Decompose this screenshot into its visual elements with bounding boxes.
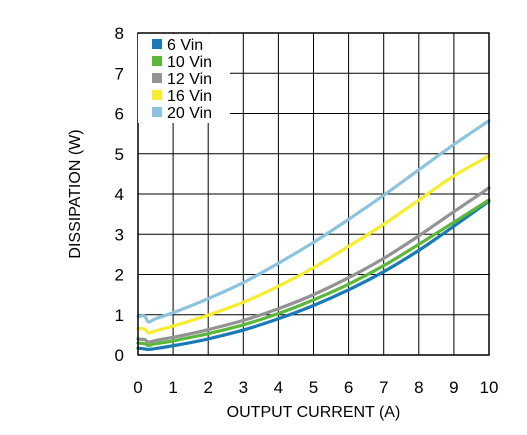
x-axis-label: OUTPUT CURRENT (A) <box>227 404 401 421</box>
series-layer <box>136 119 491 351</box>
legend-swatch <box>152 39 162 49</box>
x-tick-label: 0 <box>133 378 142 397</box>
y-tick-label: 8 <box>115 24 124 43</box>
grid <box>138 33 489 355</box>
y-tick-label: 7 <box>115 64 124 83</box>
legend-swatch <box>152 56 162 66</box>
series-line-16-vin <box>136 154 491 335</box>
y-tick-label: 6 <box>115 105 124 124</box>
x-tick-label: 6 <box>344 378 353 397</box>
series-line-20-vin <box>136 119 491 324</box>
y-tick-label: 3 <box>115 225 124 244</box>
x-tick-label: 8 <box>414 378 423 397</box>
series-line-12-vin <box>136 186 491 344</box>
legend-swatch <box>152 90 162 100</box>
y-tick-label: 4 <box>115 185 124 204</box>
x-tick-label: 4 <box>274 378 283 397</box>
series-line-10-vin <box>136 198 491 347</box>
y-tick-label: 0 <box>115 346 124 365</box>
legend-label: 20 Vin <box>167 105 212 122</box>
legend-label: 12 Vin <box>167 71 212 88</box>
x-tick-label: 10 <box>480 378 499 397</box>
series-line-6-vin <box>136 199 491 351</box>
x-tick-label: 7 <box>379 378 388 397</box>
legend-swatch <box>152 73 162 83</box>
x-tick-label: 9 <box>449 378 458 397</box>
plot-frame <box>137 32 490 356</box>
y-tick-label: 2 <box>115 266 124 285</box>
legend-label: 16 Vin <box>167 88 212 105</box>
y-axis-label: DISSIPATION (W) <box>67 129 84 258</box>
legend-label: 10 Vin <box>167 54 212 71</box>
x-tick-labels: 0 1 2 3 4 5 6 7 8 9 10 <box>133 378 498 397</box>
legend-swatch <box>152 107 162 117</box>
x-tick-label: 1 <box>168 378 177 397</box>
x-tick-label: 3 <box>239 378 248 397</box>
legend-label: 6 Vin <box>167 37 203 54</box>
x-tick-label: 2 <box>203 378 212 397</box>
y-tick-label: 5 <box>115 145 124 164</box>
y-tick-labels: 0 1 2 3 4 5 6 7 8 <box>115 24 124 365</box>
x-tick-label: 5 <box>309 378 318 397</box>
y-tick-label: 1 <box>115 306 124 325</box>
